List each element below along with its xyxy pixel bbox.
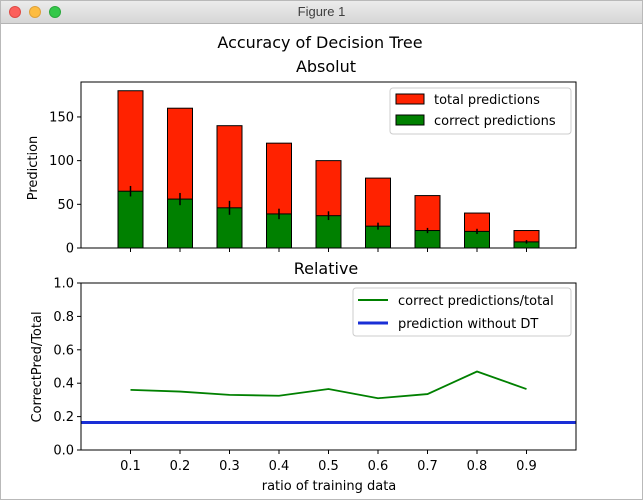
correct-predictions-bar xyxy=(315,215,342,249)
relative-legend: correct predictions/total prediction with… xyxy=(352,287,572,337)
y-tick-label: 100 xyxy=(49,154,74,169)
x-tick-label: 0.5 xyxy=(318,459,339,474)
x-tick-label: 0.6 xyxy=(368,459,389,474)
window-title: Figure 1 xyxy=(297,4,346,19)
x-tick-label: 0.9 xyxy=(516,459,537,474)
zoom-window-button[interactable] xyxy=(49,6,61,18)
relative-plot-frame xyxy=(80,282,577,451)
y-tick-label: 150 xyxy=(49,110,74,125)
legend-label: prediction without DT xyxy=(398,317,538,332)
legend-box xyxy=(389,87,572,135)
legend-box xyxy=(352,287,572,337)
relative-panel: Relative CorrectPred/Total ratio of trai… xyxy=(30,259,577,494)
absolut-plot-frame xyxy=(80,81,577,249)
legend-swatch xyxy=(395,93,425,105)
relative-title: Relative xyxy=(294,259,359,278)
relative-ylabel: CorrectPred/Total xyxy=(30,311,45,422)
y-tick-label: 0.2 xyxy=(53,410,74,425)
x-tick-label: 0.2 xyxy=(170,459,191,474)
figure-suptitle: Accuracy of Decision Tree xyxy=(217,33,422,52)
y-tick-label: 0 xyxy=(66,242,74,257)
x-tick-label: 0.1 xyxy=(120,459,141,474)
close-window-button[interactable] xyxy=(9,6,21,18)
correct-ratio-line xyxy=(130,370,527,400)
y-tick-label: 1.0 xyxy=(53,277,74,292)
relative-xlabel: ratio of training data xyxy=(262,479,397,494)
legend-label: correct predictions xyxy=(434,114,556,129)
legend-swatch xyxy=(395,114,425,126)
legend-label: correct predictions/total xyxy=(398,294,554,309)
y-tick-label: 0.4 xyxy=(53,377,74,392)
y-tick-label: 0.8 xyxy=(53,310,74,325)
y-tick-label: 50 xyxy=(57,198,74,213)
correct-predictions-bar xyxy=(117,190,144,249)
legend-label: total predictions xyxy=(434,93,540,108)
correct-predictions-bar xyxy=(167,198,193,249)
x-tick-label: 0.8 xyxy=(467,459,488,474)
absolut-legend: total predictions correct predictions xyxy=(389,87,572,135)
y-tick-label: 0.0 xyxy=(53,444,74,459)
x-tick-label: 0.4 xyxy=(269,459,290,474)
x-tick-label: 0.7 xyxy=(417,459,438,474)
title-bar: Figure 1 xyxy=(1,1,642,24)
absolut-panel: Absolut Prediction 0 50 100 150 total predi… xyxy=(26,57,577,257)
y-tick-label: 0.6 xyxy=(53,343,74,358)
x-tick-label: 0.3 xyxy=(219,459,240,474)
minimize-window-button[interactable] xyxy=(29,6,41,18)
absolut-ylabel: Prediction xyxy=(26,136,41,201)
absolut-title: Absolut xyxy=(296,57,356,76)
